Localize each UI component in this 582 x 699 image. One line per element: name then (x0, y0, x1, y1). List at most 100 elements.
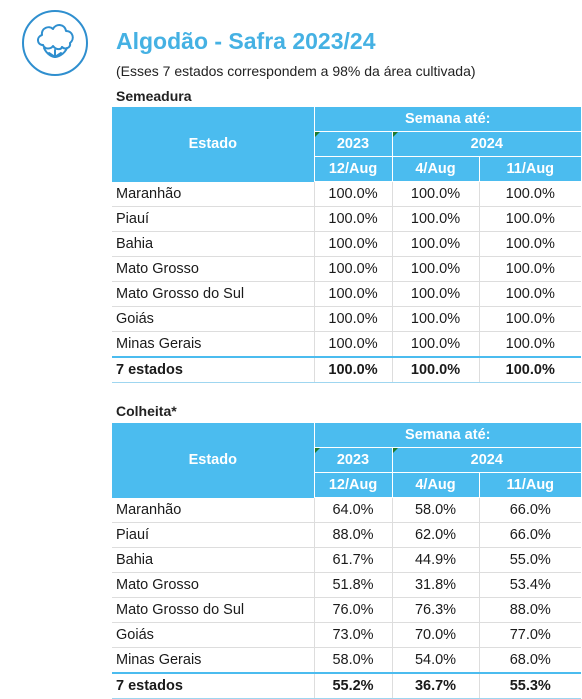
value-cell: 100.0% (313, 256, 392, 282)
state-cell: Bahia (112, 547, 314, 573)
value-cell: 100.0% (391, 306, 479, 332)
value-cell: 31.8% (391, 572, 479, 598)
week-header: Semana até: (313, 107, 582, 132)
week-header: Semana até: (313, 423, 582, 448)
table-row: Mato Grosso 51.8% 31.8% 53.4% (112, 572, 582, 598)
value-cell: 88.0% (478, 597, 582, 623)
year-header-2024: 2024 (391, 131, 582, 157)
table-row: Minas Gerais 100.0% 100.0% 100.0% (112, 331, 582, 358)
table-row: Minas Gerais 58.0% 54.0% 68.0% (112, 647, 582, 674)
total-label: 7 estados (112, 672, 314, 699)
value-cell: 76.0% (313, 597, 392, 623)
colheita-table: Estado Semana até: 2023 2024 12/Aug 4/Au… (112, 423, 582, 699)
year-header-2024: 2024 (391, 447, 582, 473)
state-cell: Piauí (112, 522, 314, 548)
table-row: Goiás 100.0% 100.0% 100.0% (112, 306, 582, 332)
value-cell: 100.0% (313, 281, 392, 307)
value-cell: 100.0% (478, 206, 582, 232)
value-cell: 68.0% (478, 647, 582, 674)
value-cell: 100.0% (313, 331, 392, 358)
value-cell: 66.0% (478, 497, 582, 523)
table-row: Mato Grosso 100.0% 100.0% 100.0% (112, 256, 582, 282)
value-cell: 100.0% (391, 206, 479, 232)
table-row: Piauí 88.0% 62.0% 66.0% (112, 522, 582, 548)
value-cell: 77.0% (478, 622, 582, 648)
value-cell: 100.0% (391, 181, 479, 207)
value-cell: 100.0% (391, 331, 479, 358)
state-cell: Piauí (112, 206, 314, 232)
state-column-header: Estado (112, 107, 314, 182)
value-cell: 58.0% (313, 647, 392, 674)
year-header-2023: 2023 (313, 447, 392, 473)
state-cell: Goiás (112, 306, 314, 332)
year-header-2023: 2023 (313, 131, 392, 157)
state-cell: Maranhão (112, 181, 314, 207)
state-column-header: Estado (112, 423, 314, 498)
table-row: Maranhão 64.0% 58.0% 66.0% (112, 497, 582, 523)
value-cell: 100.0% (313, 206, 392, 232)
value-cell: 100.0% (313, 306, 392, 332)
total-value: 55.2% (313, 672, 392, 699)
state-cell: Maranhão (112, 497, 314, 523)
value-cell: 100.0% (478, 306, 582, 332)
total-row: 7 estados 100.0% 100.0% 100.0% (112, 356, 582, 383)
value-cell: 73.0% (313, 622, 392, 648)
cotton-boll-icon (22, 10, 88, 76)
total-value: 100.0% (391, 356, 479, 383)
date-header: 11/Aug (478, 156, 582, 182)
value-cell: 88.0% (313, 522, 392, 548)
value-cell: 76.3% (391, 597, 479, 623)
date-header: 4/Aug (391, 156, 479, 182)
table-row: Piauí 100.0% 100.0% 100.0% (112, 206, 582, 232)
page-subtitle: (Esses 7 estados correspondem a 98% da á… (116, 63, 476, 79)
value-cell: 61.7% (313, 547, 392, 573)
value-cell: 66.0% (478, 522, 582, 548)
value-cell: 100.0% (478, 256, 582, 282)
value-cell: 58.0% (391, 497, 479, 523)
state-cell: Goiás (112, 622, 314, 648)
table-row: Mato Grosso do Sul 76.0% 76.3% 88.0% (112, 597, 582, 623)
value-cell: 100.0% (391, 256, 479, 282)
total-value: 100.0% (478, 356, 582, 383)
table-row: Bahia 100.0% 100.0% 100.0% (112, 231, 582, 257)
cotton-boll-drawing (37, 24, 74, 58)
value-cell: 100.0% (478, 231, 582, 257)
table-row: Bahia 61.7% 44.9% 55.0% (112, 547, 582, 573)
value-cell: 100.0% (478, 181, 582, 207)
date-header: 4/Aug (391, 472, 479, 498)
state-cell: Minas Gerais (112, 331, 314, 358)
value-cell: 54.0% (391, 647, 479, 674)
total-value: 100.0% (313, 356, 392, 383)
table-row: Goiás 73.0% 70.0% 77.0% (112, 622, 582, 648)
value-cell: 44.9% (391, 547, 479, 573)
total-row: 7 estados 55.2% 36.7% 55.3% (112, 672, 582, 699)
colheita-title: Colheita* (116, 403, 177, 419)
state-cell: Mato Grosso (112, 256, 314, 282)
value-cell: 100.0% (478, 281, 582, 307)
value-cell: 100.0% (391, 231, 479, 257)
total-label: 7 estados (112, 356, 314, 383)
table-row: Mato Grosso do Sul 100.0% 100.0% 100.0% (112, 281, 582, 307)
state-cell: Mato Grosso do Sul (112, 281, 314, 307)
value-cell: 100.0% (313, 231, 392, 257)
semeadura-title: Semeadura (116, 88, 192, 104)
value-cell: 64.0% (313, 497, 392, 523)
value-cell: 100.0% (391, 281, 479, 307)
state-cell: Mato Grosso (112, 572, 314, 598)
state-cell: Mato Grosso do Sul (112, 597, 314, 623)
value-cell: 100.0% (478, 331, 582, 358)
total-value: 55.3% (478, 672, 582, 699)
date-header: 12/Aug (313, 472, 392, 498)
value-cell: 100.0% (313, 181, 392, 207)
date-header: 11/Aug (478, 472, 582, 498)
value-cell: 53.4% (478, 572, 582, 598)
semeadura-table: Estado Semana até: 2023 2024 12/Aug 4/Au… (112, 107, 582, 383)
table-row: Maranhão 100.0% 100.0% 100.0% (112, 181, 582, 207)
value-cell: 55.0% (478, 547, 582, 573)
page-title: Algodão - Safra 2023/24 (116, 28, 376, 54)
state-cell: Minas Gerais (112, 647, 314, 674)
value-cell: 51.8% (313, 572, 392, 598)
value-cell: 70.0% (391, 622, 479, 648)
state-cell: Bahia (112, 231, 314, 257)
total-value: 36.7% (391, 672, 479, 699)
